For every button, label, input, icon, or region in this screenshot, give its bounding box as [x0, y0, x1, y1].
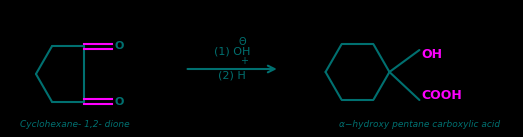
Text: Θ: Θ	[238, 37, 246, 47]
Text: OH: OH	[422, 48, 442, 61]
Text: O: O	[115, 97, 124, 107]
Text: Cyclohexane- 1,2- dione: Cyclohexane- 1,2- dione	[20, 120, 130, 129]
Text: O: O	[115, 41, 124, 51]
Text: +: +	[240, 56, 248, 66]
Text: α−hydroxy pentane carboxylic acid: α−hydroxy pentane carboxylic acid	[339, 120, 500, 129]
Text: (1) OH: (1) OH	[214, 47, 251, 57]
Text: (2) H: (2) H	[218, 71, 246, 81]
Text: COOH: COOH	[422, 89, 462, 102]
